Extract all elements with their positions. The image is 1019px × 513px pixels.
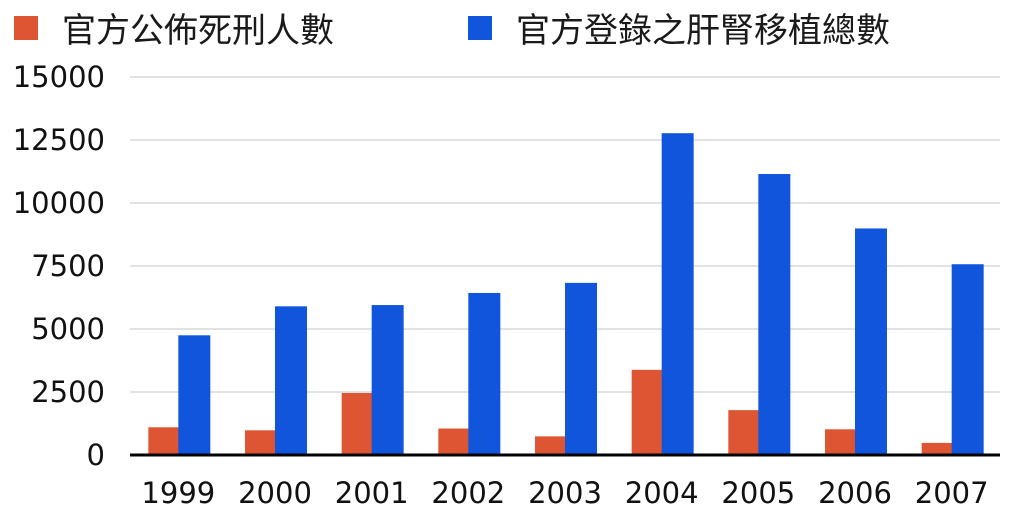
x-tick-label: 2005 bbox=[721, 476, 795, 510]
bar-transplants-2007 bbox=[951, 264, 984, 455]
x-tick-label: 2000 bbox=[238, 476, 312, 510]
y-tick-label: 10000 bbox=[13, 186, 105, 220]
y-tick-label: 5000 bbox=[31, 312, 105, 346]
x-tick-label: 2001 bbox=[335, 476, 409, 510]
bar-transplants-2005 bbox=[758, 174, 791, 455]
x-tick-label: 2003 bbox=[528, 476, 602, 510]
y-tick-label: 15000 bbox=[13, 60, 105, 94]
bar-transplants-2000 bbox=[275, 306, 307, 455]
bar-executions-2002 bbox=[438, 428, 471, 455]
x-tick-label: 2006 bbox=[818, 476, 892, 510]
legend-label-transplants: 官方登錄之肝腎移植總數 bbox=[516, 11, 890, 51]
y-tick-label: 12500 bbox=[13, 123, 105, 157]
y-axis-ticks: 0 2500 5000 7500 10000 12500 15000 bbox=[13, 60, 105, 472]
bar-transplants-2002 bbox=[468, 292, 501, 455]
bar-executions-2000 bbox=[245, 430, 277, 455]
y-tick-label: 7500 bbox=[31, 249, 105, 283]
bar-series bbox=[148, 133, 984, 456]
legend: 官方公佈死刑人數 官方登錄之肝腎移植總數 bbox=[14, 11, 890, 51]
bar-transplants-2004 bbox=[661, 133, 694, 456]
bar-executions-2003 bbox=[535, 436, 567, 455]
x-tick-label: 2004 bbox=[625, 476, 699, 510]
legend-swatch-transplants bbox=[468, 16, 492, 40]
x-tick-label: 2007 bbox=[915, 476, 989, 510]
x-tick-label: 2002 bbox=[431, 476, 505, 510]
bar-executions-2005 bbox=[728, 410, 761, 455]
x-axis-ticks: 1999 2000 2001 2002 2003 2004 2005 2006 2007 bbox=[141, 476, 988, 510]
bar-executions-2004 bbox=[631, 369, 664, 455]
bar-executions-2001 bbox=[341, 393, 374, 455]
legend-swatch-executions bbox=[14, 16, 38, 40]
legend-label-executions: 官方公佈死刑人數 bbox=[62, 11, 334, 51]
bar-executions-2007 bbox=[921, 442, 954, 455]
y-tick-label: 2500 bbox=[31, 375, 105, 409]
x-tick-label: 1999 bbox=[141, 476, 215, 510]
bar-transplants-2001 bbox=[371, 305, 404, 455]
bar-transplants-2006 bbox=[855, 228, 887, 455]
bar-transplants-2003 bbox=[565, 282, 597, 455]
bar-executions-1999 bbox=[148, 427, 181, 455]
bar-executions-2006 bbox=[825, 429, 857, 455]
y-tick-label: 0 bbox=[87, 438, 105, 472]
bar-transplants-1999 bbox=[178, 335, 211, 455]
